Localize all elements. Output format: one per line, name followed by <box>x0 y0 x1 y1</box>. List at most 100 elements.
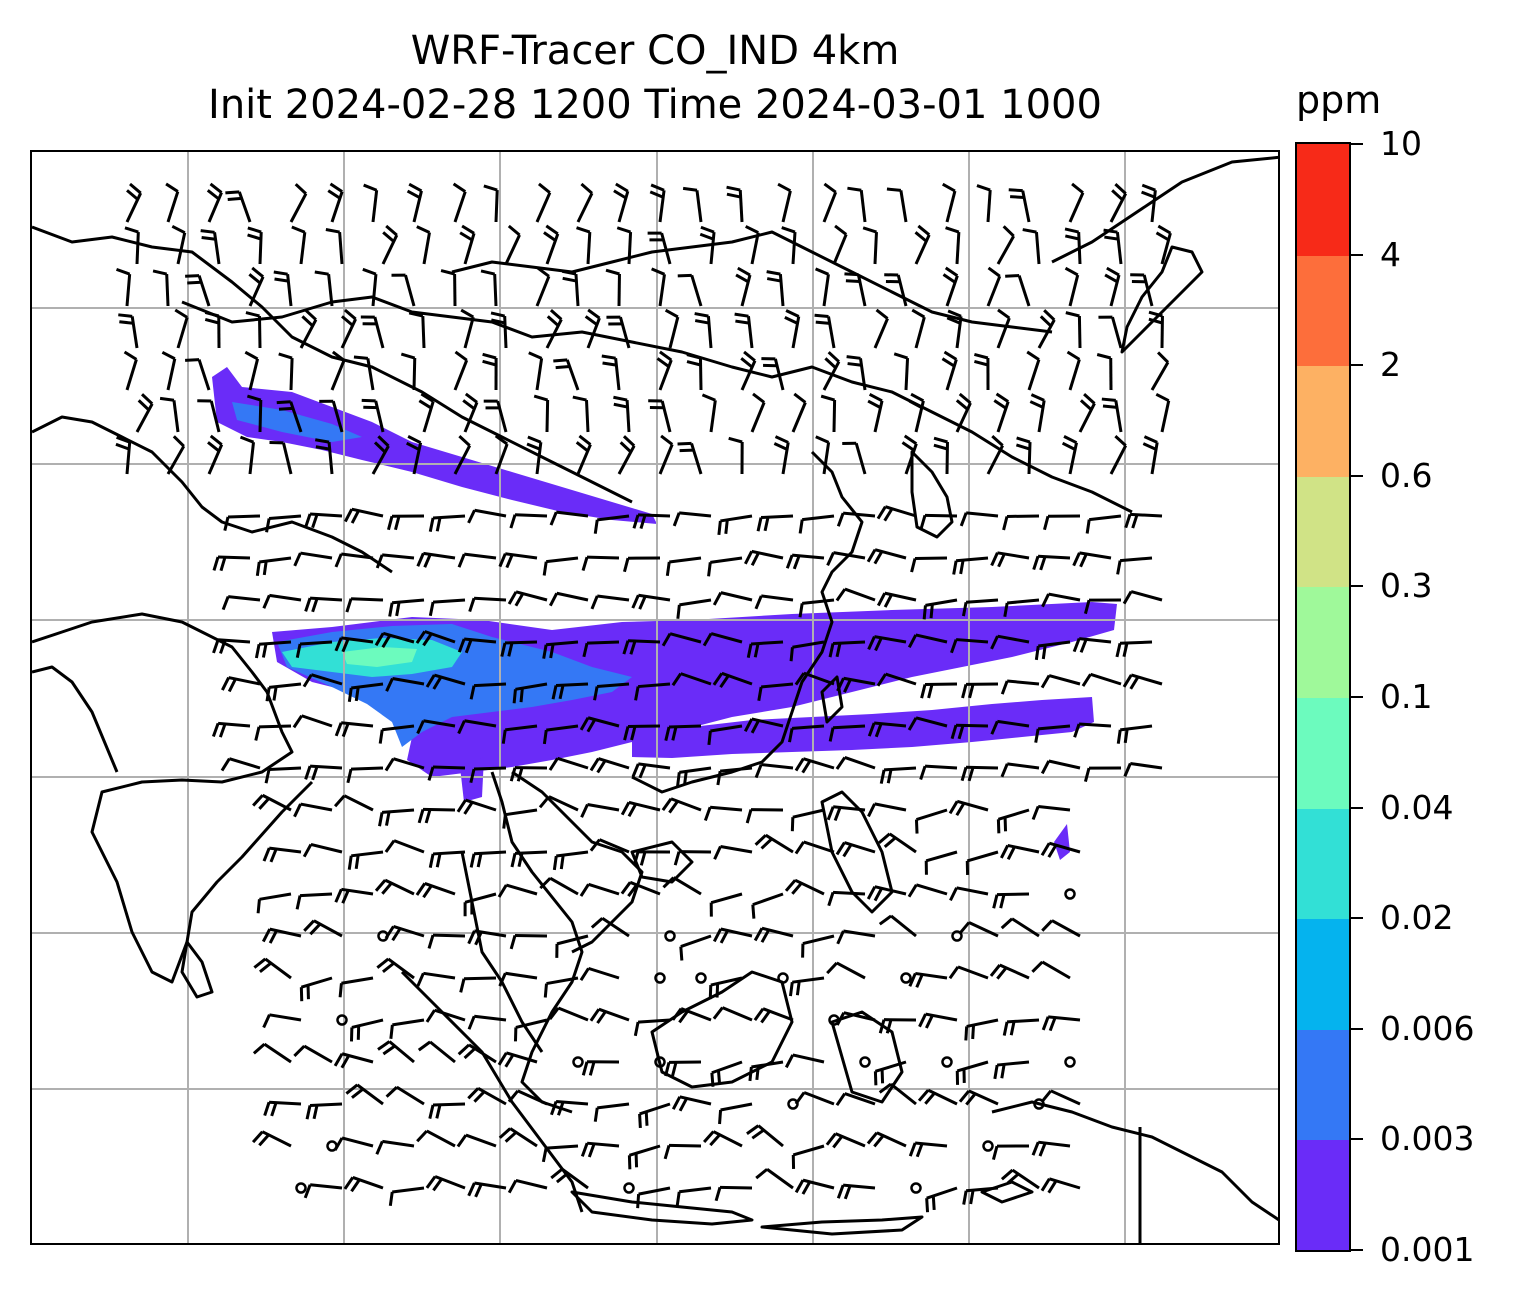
wind-barb <box>973 352 990 391</box>
wind-barb <box>825 1132 866 1149</box>
wind-barb <box>658 434 674 475</box>
wind-barb <box>387 514 425 531</box>
wind-barb <box>376 957 415 980</box>
colorbar-tick-label: 2 <box>1380 345 1401 385</box>
wind-barb <box>264 766 302 784</box>
coast-india <box>32 612 314 984</box>
wind-barb <box>467 1181 507 1198</box>
wind-barb <box>794 840 835 855</box>
wind-barb <box>406 182 423 223</box>
wind-barb <box>462 392 479 433</box>
wind-barb <box>533 394 550 433</box>
wind-barb <box>961 598 999 617</box>
wind-barb <box>712 591 753 606</box>
wind-barb <box>509 933 548 950</box>
wind-barb <box>948 799 989 817</box>
wind-barb <box>1002 1018 1040 1036</box>
wind-barb <box>292 714 333 729</box>
wind-barb <box>622 639 661 655</box>
wind-barb <box>378 724 415 744</box>
map-title-line1: WRF-Tracer CO_IND 4km <box>410 28 900 74</box>
wind-barb <box>1083 766 1122 783</box>
wind-barb <box>648 399 672 433</box>
wind-barb <box>453 350 469 391</box>
wind-barb <box>1064 227 1082 265</box>
wind-barb <box>580 1141 620 1158</box>
calm-wind-circle <box>1033 1098 1045 1110</box>
wind-barb <box>1150 351 1170 391</box>
calm-wind-circle <box>377 930 389 942</box>
wind-barb <box>1155 392 1171 433</box>
wind-barb <box>878 1082 917 1106</box>
wind-barb <box>991 1144 1030 1161</box>
wind-barb <box>572 395 590 433</box>
wind-barb <box>548 756 589 771</box>
wind-barb <box>1040 841 1081 858</box>
wind-barb <box>453 435 472 475</box>
wind-barb <box>908 1141 948 1158</box>
tracer-plume-small <box>1054 824 1070 860</box>
wind-barb <box>911 308 926 349</box>
wind-barb <box>295 892 333 910</box>
calm-wind-circle <box>664 930 676 942</box>
colorbar-tick-label: 0.04 <box>1380 787 1454 827</box>
wind-barb <box>601 354 621 391</box>
wind-barb <box>1122 673 1163 690</box>
wind-barb <box>1041 592 1081 608</box>
wind-barb <box>613 182 630 223</box>
wind-barb <box>632 850 671 866</box>
wind-barb <box>617 435 636 475</box>
calm-wind-circle <box>695 972 707 984</box>
wind-barb <box>754 833 794 854</box>
wind-barb <box>949 886 989 902</box>
wind-barb <box>427 933 466 949</box>
wind-barb <box>714 1185 753 1202</box>
wind-barb <box>835 1092 876 1106</box>
tracer-plume-north <box>212 367 657 524</box>
wind-barb <box>221 595 261 611</box>
wind-barb <box>734 312 754 349</box>
wind-barb <box>1008 188 1031 223</box>
wind-barb <box>703 805 743 821</box>
coast-indochina <box>490 771 584 1114</box>
wind-barb <box>712 1006 753 1022</box>
wind-barb <box>634 682 671 701</box>
wind-barb <box>416 551 456 568</box>
wind-barb <box>314 438 334 475</box>
wind-barb <box>955 1060 989 1085</box>
wind-barb <box>961 682 999 699</box>
colorbar-segment <box>1297 918 1349 1030</box>
colorbar-segment <box>1297 1028 1349 1141</box>
wind-barb <box>702 1130 743 1148</box>
wind-barb <box>1034 640 1071 661</box>
wind-barb <box>1041 919 1081 938</box>
wind-barb <box>867 721 907 738</box>
wind-barb <box>362 267 378 307</box>
wind-barb <box>673 850 712 866</box>
wind-barb <box>1148 310 1164 349</box>
coast-borneo <box>650 970 794 1089</box>
wind-barb <box>584 308 601 349</box>
wind-barb <box>744 549 784 566</box>
co-tracer-plume-layer <box>212 367 1117 860</box>
wind-barbs-layer <box>115 182 1172 1213</box>
wind-barb <box>377 1040 415 1064</box>
border-north-3 <box>451 230 1053 334</box>
colorbar-tick-label: 0.1 <box>1380 677 1433 716</box>
wind-barb <box>304 512 343 529</box>
coast-lesser-sunda <box>760 1215 924 1236</box>
wind-barb <box>415 630 456 647</box>
wind-barb <box>886 187 908 223</box>
wind-barb <box>590 594 630 610</box>
wind-barb <box>582 640 620 658</box>
wind-barb <box>327 182 344 223</box>
wind-barb <box>490 311 508 349</box>
wind-barb <box>958 1089 999 1106</box>
wind-barb <box>265 682 302 702</box>
wind-barb <box>221 676 261 693</box>
border-himalaya <box>32 225 633 504</box>
wind-barb <box>340 308 357 349</box>
wind-barb <box>986 435 1004 475</box>
wind-barb <box>185 274 211 307</box>
wind-barb <box>457 552 497 568</box>
